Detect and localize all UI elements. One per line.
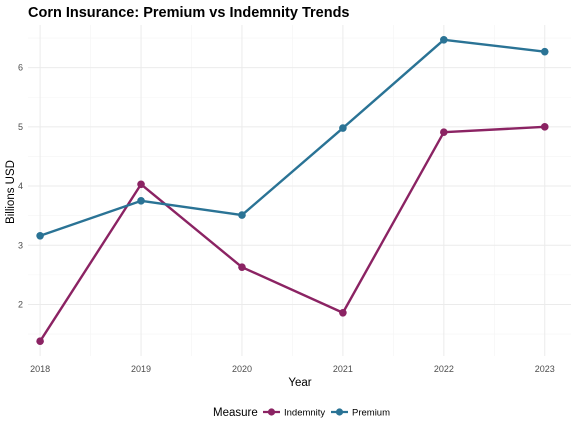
data-point-indemnity	[137, 180, 145, 189]
legend: Measure Indemnity Premium	[213, 407, 390, 419]
data-point-premium	[36, 231, 44, 240]
x-tick-label: 2023	[535, 364, 555, 374]
y-tick-label: 4	[18, 181, 23, 191]
data-point-indemnity	[238, 263, 246, 271]
legend-key-point	[335, 408, 344, 416]
y-tick-label: 3	[18, 240, 23, 250]
data-point-indemnity	[339, 308, 347, 317]
y-tick-label: 5	[18, 122, 23, 132]
legend-label-indemnity: Indemnity	[284, 408, 325, 419]
legend-key-point	[267, 408, 276, 416]
data-point-premium	[137, 197, 145, 205]
y-axis-title: Billions USD	[5, 160, 17, 224]
y-tick-label: 2	[18, 299, 23, 309]
legend-item-premium: Premium	[331, 408, 390, 419]
data-point-premium	[440, 36, 448, 44]
x-tick-label: 2018	[30, 364, 50, 374]
x-tick-label: 2020	[232, 364, 252, 374]
data-point-indemnity	[36, 337, 44, 345]
x-axis-title: Year	[288, 377, 311, 389]
chart-title: Corn Insurance: Premium vs Indemnity Tre…	[28, 5, 350, 21]
legend-item-indemnity: Indemnity	[263, 408, 325, 419]
y-axis-ticks: 2 3 4 5 6	[18, 63, 23, 310]
legend-title: Measure	[213, 407, 258, 419]
legend-label-premium: Premium	[352, 408, 390, 419]
series	[36, 36, 549, 345]
x-axis-ticks: 2018 2019 2020 2021 2022 2023	[30, 364, 555, 374]
series-line-premium	[39, 38, 545, 237]
data-point-premium	[238, 211, 246, 219]
y-tick-label: 6	[18, 63, 23, 73]
series-line-indemnity	[39, 125, 545, 342]
data-point-premium	[339, 124, 347, 132]
data-point-premium	[540, 47, 549, 56]
data-point-indemnity	[540, 123, 549, 131]
grid	[28, 25, 571, 356]
x-tick-label: 2019	[131, 364, 151, 374]
data-point-indemnity	[440, 128, 448, 136]
x-tick-label: 2021	[333, 364, 353, 374]
x-tick-label: 2022	[434, 364, 454, 374]
